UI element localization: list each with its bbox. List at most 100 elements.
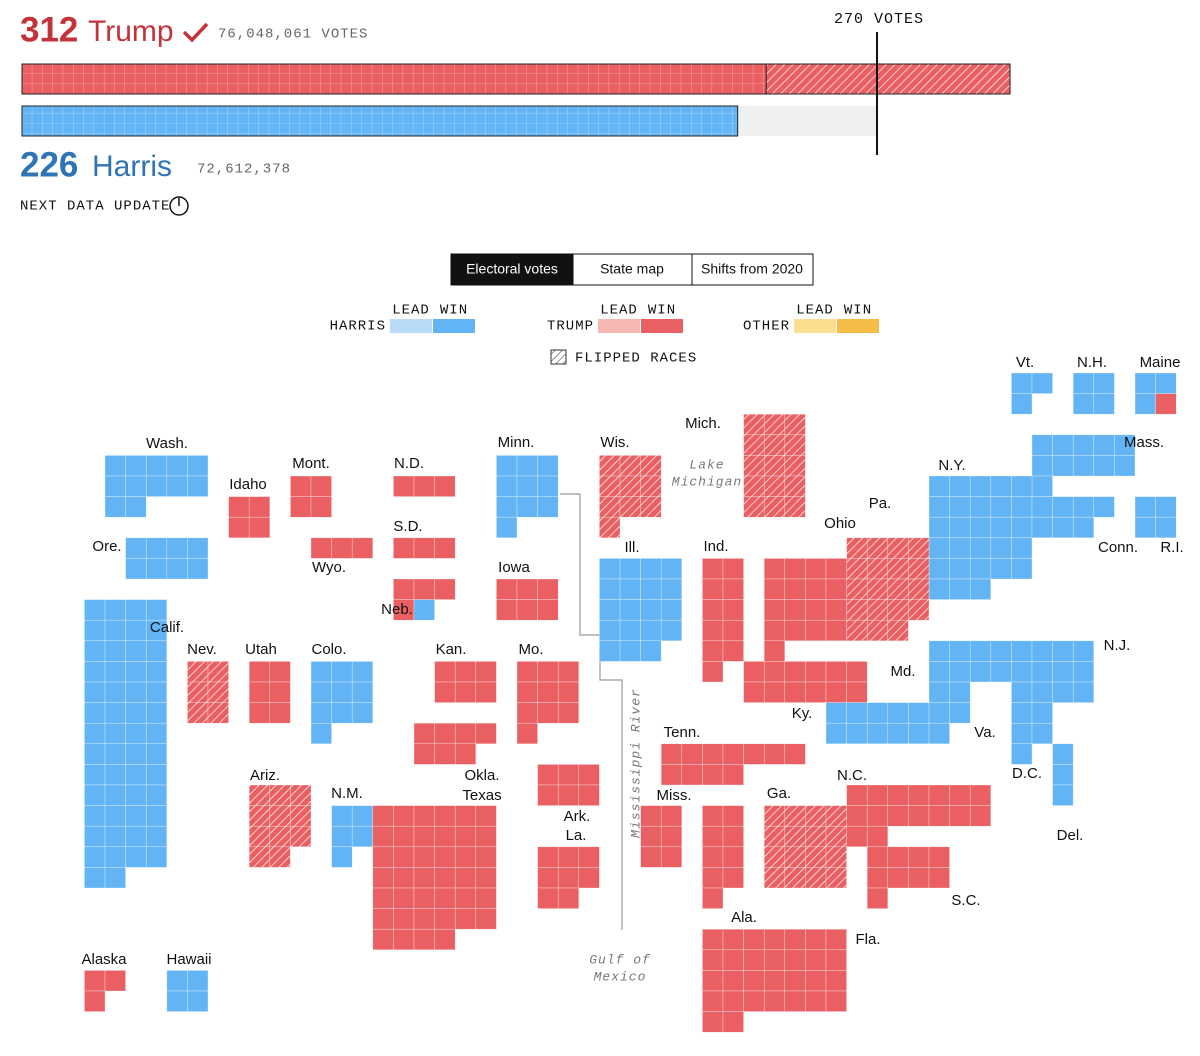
tile (681, 743, 703, 765)
state-label: Conn. (1098, 539, 1138, 556)
tile (990, 496, 1012, 518)
legend-lead: LEAD (796, 303, 834, 319)
tile (640, 455, 662, 477)
harris-tiles (1052, 743, 1074, 806)
tile (640, 599, 662, 621)
state (248, 661, 291, 724)
legend-win-swatch (837, 319, 879, 333)
tile (413, 599, 435, 621)
tile (743, 475, 765, 497)
tile (537, 681, 559, 703)
tile (887, 846, 909, 868)
state (187, 661, 229, 724)
harris-tiles (825, 702, 971, 745)
tile (516, 722, 538, 745)
state (825, 702, 971, 745)
tile (475, 846, 497, 868)
trump-tiles (516, 661, 580, 745)
tab-label[interactable]: State map (600, 261, 664, 277)
tile (125, 475, 147, 497)
state-label: Calif. (150, 619, 184, 636)
tile (1093, 393, 1115, 415)
tile (640, 846, 662, 868)
tile (1031, 722, 1053, 745)
tile (722, 743, 744, 765)
tile (1114, 455, 1136, 477)
state (743, 661, 827, 703)
tile (125, 805, 147, 827)
tile (104, 702, 126, 724)
tile (1031, 455, 1053, 477)
tile (763, 558, 786, 580)
tile (84, 743, 106, 765)
tile (269, 702, 291, 724)
trump-tiles (640, 805, 683, 868)
tab[interactable]: Shifts from 2020 (691, 253, 814, 286)
state-label: Colo. (311, 641, 346, 658)
tile (104, 496, 126, 518)
state-label: Kan. (436, 641, 467, 658)
lake-label: Michigan (672, 474, 742, 489)
tile (84, 825, 106, 848)
tile (825, 825, 847, 848)
harris-tiles (1134, 496, 1177, 539)
state-label: Okla. (464, 767, 499, 784)
trump-tiles (434, 661, 497, 703)
tile (928, 784, 950, 806)
state (84, 599, 168, 889)
tile (702, 846, 724, 868)
tile (660, 805, 683, 827)
tab-bg[interactable] (451, 254, 573, 285)
tab-bg[interactable] (572, 253, 693, 286)
tile (393, 908, 415, 930)
tile (125, 661, 147, 683)
tile (599, 578, 621, 600)
tile (702, 578, 724, 600)
tile (1031, 434, 1053, 456)
tile (187, 455, 209, 477)
trump-tiles (393, 475, 456, 497)
tile (310, 702, 332, 724)
state-label: Mont. (292, 455, 330, 472)
harris-tiles (413, 599, 435, 621)
tab-label[interactable]: Electoral votes (466, 261, 558, 277)
state-label: Miss. (657, 787, 692, 804)
tile (516, 661, 538, 683)
state-label: N.C. (837, 767, 867, 784)
tile (969, 475, 992, 497)
tile (1093, 434, 1115, 456)
tile (331, 825, 353, 848)
tile (702, 970, 724, 992)
state-label: Ohio (824, 515, 856, 532)
legend-candidate: HARRIS (330, 319, 386, 335)
tile (640, 578, 662, 600)
tile (145, 475, 168, 497)
tile (1011, 496, 1033, 518)
state (702, 558, 744, 683)
tile (825, 990, 847, 1012)
tile (887, 537, 909, 559)
tile (84, 599, 106, 621)
tile (846, 681, 868, 703)
tile (372, 928, 394, 951)
tile (763, 496, 786, 518)
flipped-label: FLIPPED RACES (575, 351, 697, 367)
tab-bg[interactable] (691, 253, 814, 286)
tile (702, 805, 724, 827)
tile (1031, 702, 1053, 724)
tile (784, 661, 806, 683)
tile (557, 681, 580, 703)
harris-tiles (599, 558, 683, 662)
tile (640, 805, 662, 827)
state-label: Maine (1140, 354, 1181, 371)
tab[interactable]: State map (572, 253, 693, 286)
tile (887, 867, 909, 889)
tab-label[interactable]: Shifts from 2020 (701, 261, 803, 277)
state (1134, 496, 1177, 539)
state (125, 537, 209, 580)
tile (1011, 372, 1033, 394)
tile (84, 681, 106, 703)
tab[interactable]: Electoral votes (451, 254, 573, 285)
tile (84, 619, 106, 642)
tile (290, 825, 312, 848)
